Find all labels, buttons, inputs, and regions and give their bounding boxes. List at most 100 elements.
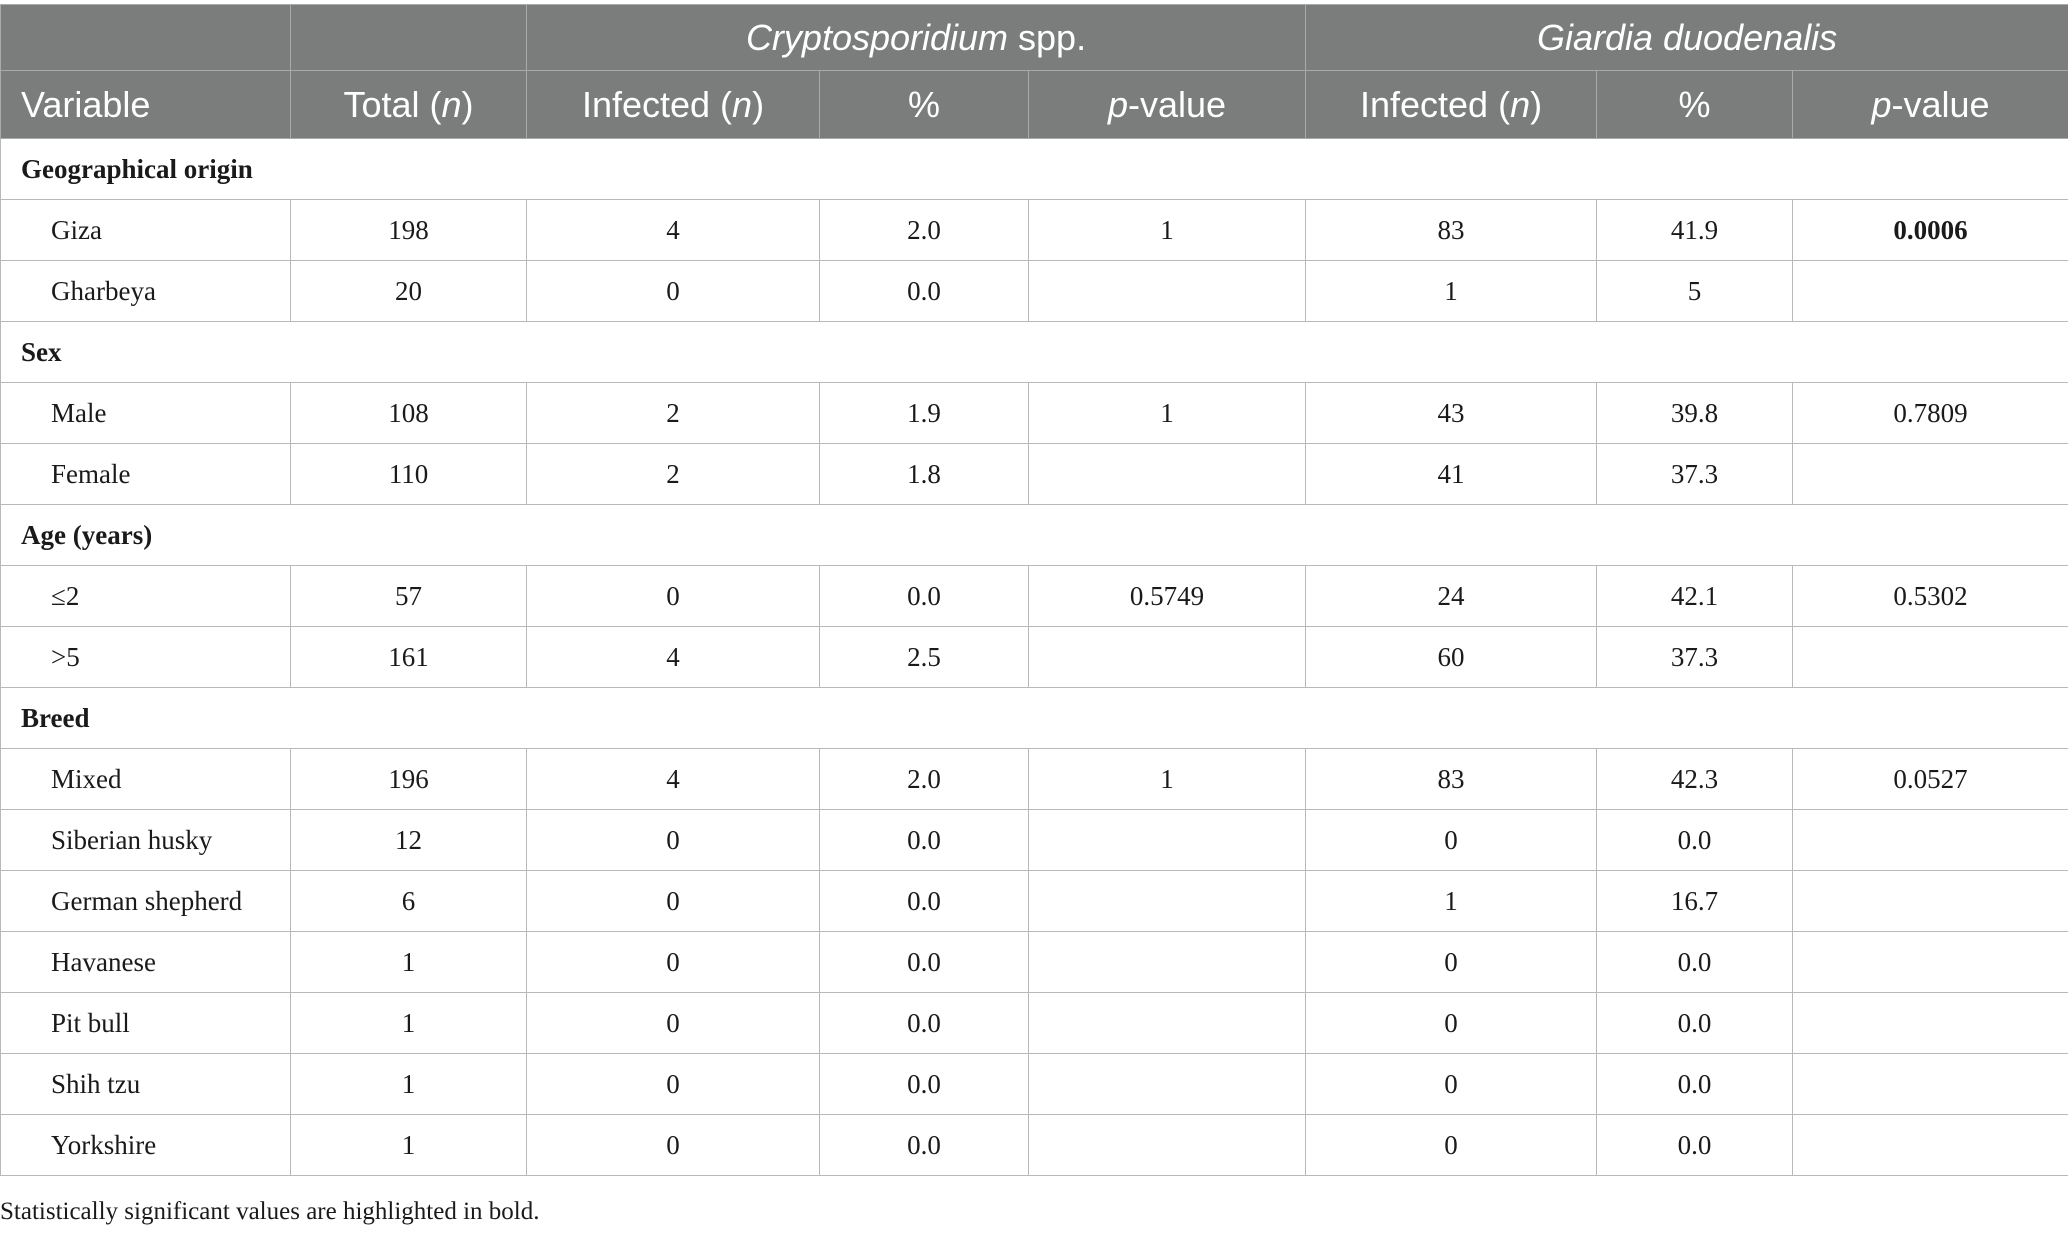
crypto-infected-suffix: ) <box>752 83 765 125</box>
section-title: Geographical origin <box>0 138 2068 200</box>
giardia-percent-cell: 37.3 <box>1596 626 1794 688</box>
crypto-infected-cell: 0 <box>526 809 820 871</box>
giardia-infected-cell: 0 <box>1305 1114 1598 1176</box>
cryptosporidium-name: Cryptosporidium <box>745 16 1009 58</box>
variable-cell: >5 <box>0 626 291 688</box>
group-header-row: Cryptosporidium spp. Giardia duodenalis <box>0 4 2068 71</box>
table-row: Mixed 196 4 2.0 1 83 42.3 0.0527 <box>0 748 2068 810</box>
crypto-infected-prefix: Infected ( <box>581 83 733 125</box>
column-header-crypto-infected: Infected (n) <box>526 70 820 139</box>
table-row: Pit bull 1 0 0.0 0 0.0 <box>0 992 2068 1054</box>
section-row: Age (years) <box>0 504 2068 566</box>
giardia-infected-cell: 0 <box>1305 992 1598 1054</box>
crypto-pvalue-cell: 1 <box>1027 199 1307 261</box>
crypto-infected-cell: 0 <box>526 1053 820 1115</box>
giardia-infected-cell: 0 <box>1305 809 1598 871</box>
column-header-variable: Variable <box>0 70 291 139</box>
table-row: Giza 198 4 2.0 1 83 41.9 0.0006 <box>0 199 2068 261</box>
giardia-infected-suffix: ) <box>1530 83 1543 125</box>
group-header-empty-variable <box>0 4 291 71</box>
crypto-pvalue-cell <box>1027 1053 1307 1115</box>
giardia-infected-cell: 83 <box>1305 199 1598 261</box>
crypto-percent-cell: 0.0 <box>819 260 1029 322</box>
column-header-crypto-pvalue: p-value <box>1027 70 1307 139</box>
total-cell: 1 <box>290 1053 527 1115</box>
giardia-infected-cell: 83 <box>1305 748 1598 810</box>
total-suffix: ) <box>461 83 474 125</box>
variable-cell: Giza <box>0 199 291 261</box>
crypto-p-italic: p <box>1107 83 1128 125</box>
total-cell: 57 <box>290 565 527 627</box>
giardia-pvalue-cell <box>1792 1053 2068 1115</box>
section-row: Geographical origin <box>0 138 2068 200</box>
table-container: Cryptosporidium spp. Giardia duodenalis … <box>0 4 2068 1176</box>
total-cell: 12 <box>290 809 527 871</box>
total-cell: 6 <box>290 870 527 932</box>
table-row: Yorkshire 1 0 0.0 0 0.0 <box>0 1114 2068 1176</box>
variable-cell: Mixed <box>0 748 291 810</box>
giardia-percent-cell: 42.1 <box>1596 565 1794 627</box>
crypto-percent-cell: 2.0 <box>819 748 1029 810</box>
giardia-name: Giardia duodenalis <box>1536 16 1838 58</box>
group-header-giardia: Giardia duodenalis <box>1305 4 2068 71</box>
total-n: n <box>441 83 462 125</box>
variable-cell: Male <box>0 382 291 444</box>
giardia-percent-cell: 0.0 <box>1596 992 1794 1054</box>
variable-cell: Pit bull <box>0 992 291 1054</box>
giardia-pvalue-cell <box>1792 992 2068 1054</box>
crypto-percent-cell: 0.0 <box>819 1053 1029 1115</box>
total-cell: 108 <box>290 382 527 444</box>
giardia-pvalue-cell <box>1792 809 2068 871</box>
table-row: Male 108 2 1.9 1 43 39.8 0.7809 <box>0 382 2068 444</box>
giardia-infected-cell: 1 <box>1305 870 1598 932</box>
giardia-percent-cell: 5 <box>1596 260 1794 322</box>
crypto-percent-cell: 0.0 <box>819 992 1029 1054</box>
giardia-pvalue-cell <box>1792 626 2068 688</box>
giardia-pvalue-cell <box>1792 870 2068 932</box>
crypto-pvalue-cell: 1 <box>1027 748 1307 810</box>
total-cell: 20 <box>290 260 527 322</box>
total-cell: 196 <box>290 748 527 810</box>
crypto-infected-cell: 4 <box>526 199 820 261</box>
table-row: Gharbeya 20 0 0.0 1 5 <box>0 260 2068 322</box>
table-row: German shepherd 6 0 0.0 1 16.7 <box>0 870 2068 932</box>
giardia-percent-cell: 16.7 <box>1596 870 1794 932</box>
table-row: Siberian husky 12 0 0.0 0 0.0 <box>0 809 2068 871</box>
crypto-pvalue-cell <box>1027 1114 1307 1176</box>
section-title: Age (years) <box>0 504 2068 566</box>
group-header-cryptosporidium: Cryptosporidium spp. <box>525 4 1307 71</box>
crypto-pvalue-cell <box>1027 443 1307 505</box>
giardia-percent-cell: 0.0 <box>1596 809 1794 871</box>
giardia-infected-cell: 60 <box>1305 626 1598 688</box>
column-header-total: Total (n) <box>290 70 527 139</box>
variable-cell: Gharbeya <box>0 260 291 322</box>
crypto-infected-cell: 2 <box>526 443 820 505</box>
variable-cell: ≤2 <box>0 565 291 627</box>
giardia-percent-cell: 39.8 <box>1596 382 1794 444</box>
crypto-percent-cell: 0.0 <box>819 809 1029 871</box>
giardia-pvalue-cell <box>1792 443 2068 505</box>
crypto-infected-cell: 0 <box>526 992 820 1054</box>
crypto-infected-cell: 0 <box>526 565 820 627</box>
variable-cell: Shih tzu <box>0 1053 291 1115</box>
giardia-pvalue-cell: 0.5302 <box>1792 565 2068 627</box>
giardia-infected-cell: 24 <box>1305 565 1598 627</box>
total-cell: 110 <box>290 443 527 505</box>
giardia-percent-cell: 42.3 <box>1596 748 1794 810</box>
crypto-percent-cell: 0.0 <box>819 1114 1029 1176</box>
crypto-infected-cell: 2 <box>526 382 820 444</box>
total-prefix: Total ( <box>343 83 442 125</box>
variable-cell: Yorkshire <box>0 1114 291 1176</box>
section-row: Sex <box>0 321 2068 383</box>
giardia-infected-prefix: Infected ( <box>1359 83 1511 125</box>
total-cell: 1 <box>290 931 527 993</box>
table-row: Female 110 2 1.8 41 37.3 <box>0 443 2068 505</box>
crypto-p-suffix: -value <box>1128 83 1227 125</box>
table-footnote: Statistically significant values are hig… <box>0 1198 540 1225</box>
group-header-empty-total <box>290 4 527 71</box>
crypto-percent-cell: 0.0 <box>819 870 1029 932</box>
giardia-percent-cell: 0.0 <box>1596 931 1794 993</box>
table-row: Havanese 1 0 0.0 0 0.0 <box>0 931 2068 993</box>
crypto-percent-cell: 1.9 <box>819 382 1029 444</box>
crypto-pvalue-cell <box>1027 809 1307 871</box>
